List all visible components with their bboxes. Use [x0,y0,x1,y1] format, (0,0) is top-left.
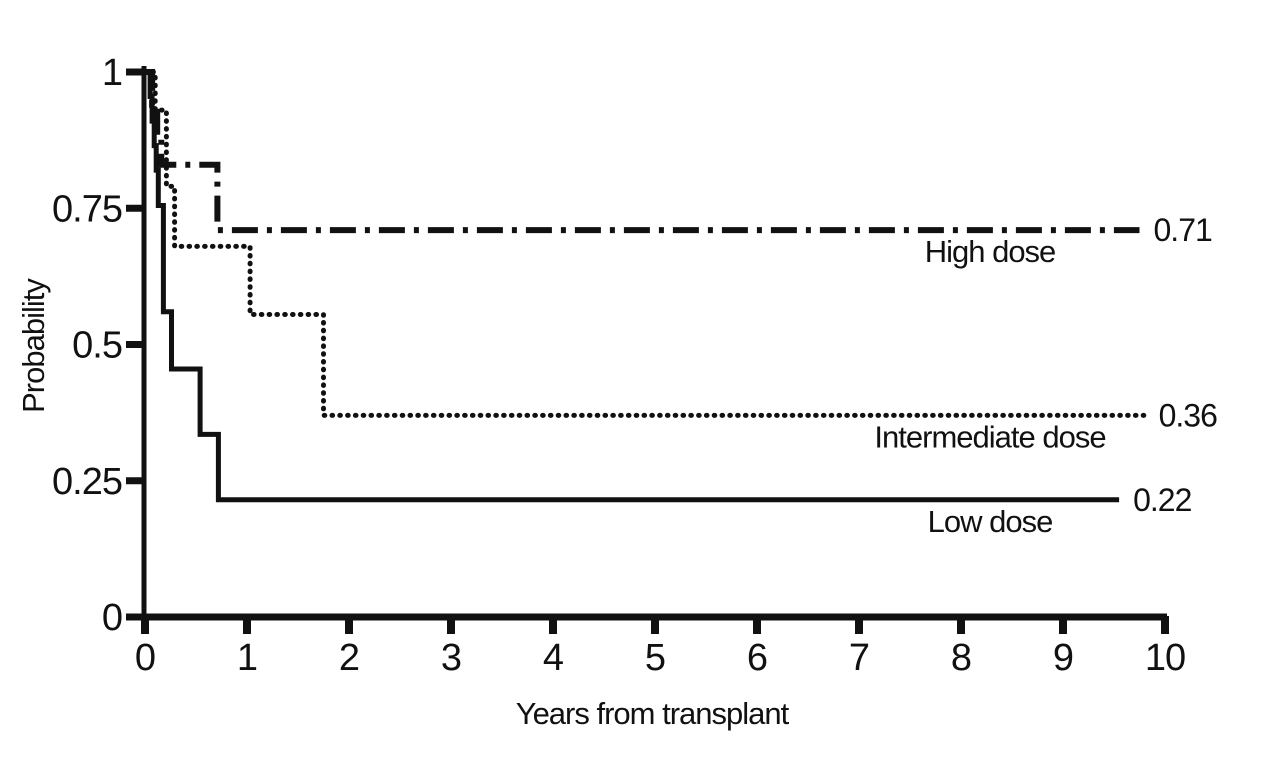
x-tick-label: 4 [543,637,564,679]
series-end-value-high-dose: 0.71 [1154,212,1212,248]
x-tick-label: 9 [1053,637,1073,679]
x-axis-title: Years from transplant [516,696,790,731]
axes-layer: 0 1 2 3 4 5 6 7 8 9 10 0 0.25 0.5 0.75 1 [52,52,1186,679]
x-tick-label: 10 [1145,637,1185,679]
y-tick-label: 0 [102,597,122,639]
x-tick-label: 7 [849,637,869,679]
y-tick-label: 0.25 [52,461,122,503]
y-tick-label: 0.75 [52,188,122,230]
series-end-value-intermediate-dose: 0.36 [1159,397,1217,433]
x-tick-label: 6 [747,637,767,679]
x-tick-label: 5 [645,637,665,679]
series-name-label-low-dose: Low dose [928,504,1053,539]
y-axis-title: Probability [16,278,51,413]
series-layer [142,69,1148,503]
series-line-intermediate-dose [142,69,1148,418]
y-tick-label: 1 [102,52,122,94]
series-name-label-intermediate-dose: Intermediate dose [874,419,1105,454]
series-name-label-high-dose: High dose [925,234,1056,269]
x-tick-label: 0 [135,637,155,679]
x-tick-label: 1 [237,637,257,679]
series-line-high-dose [145,69,1140,234]
x-tick-label: 2 [339,637,359,679]
labels-layer: 0.71 High dose 0.36 Intermediate dose 0.22 Lo… [874,212,1218,539]
x-tick-label: 3 [441,637,461,679]
series-line-low-dose [145,69,1120,503]
series-end-value-low-dose: 0.22 [1133,482,1191,518]
x-tick-label: 8 [951,637,971,679]
y-tick-label: 0.5 [72,325,122,367]
